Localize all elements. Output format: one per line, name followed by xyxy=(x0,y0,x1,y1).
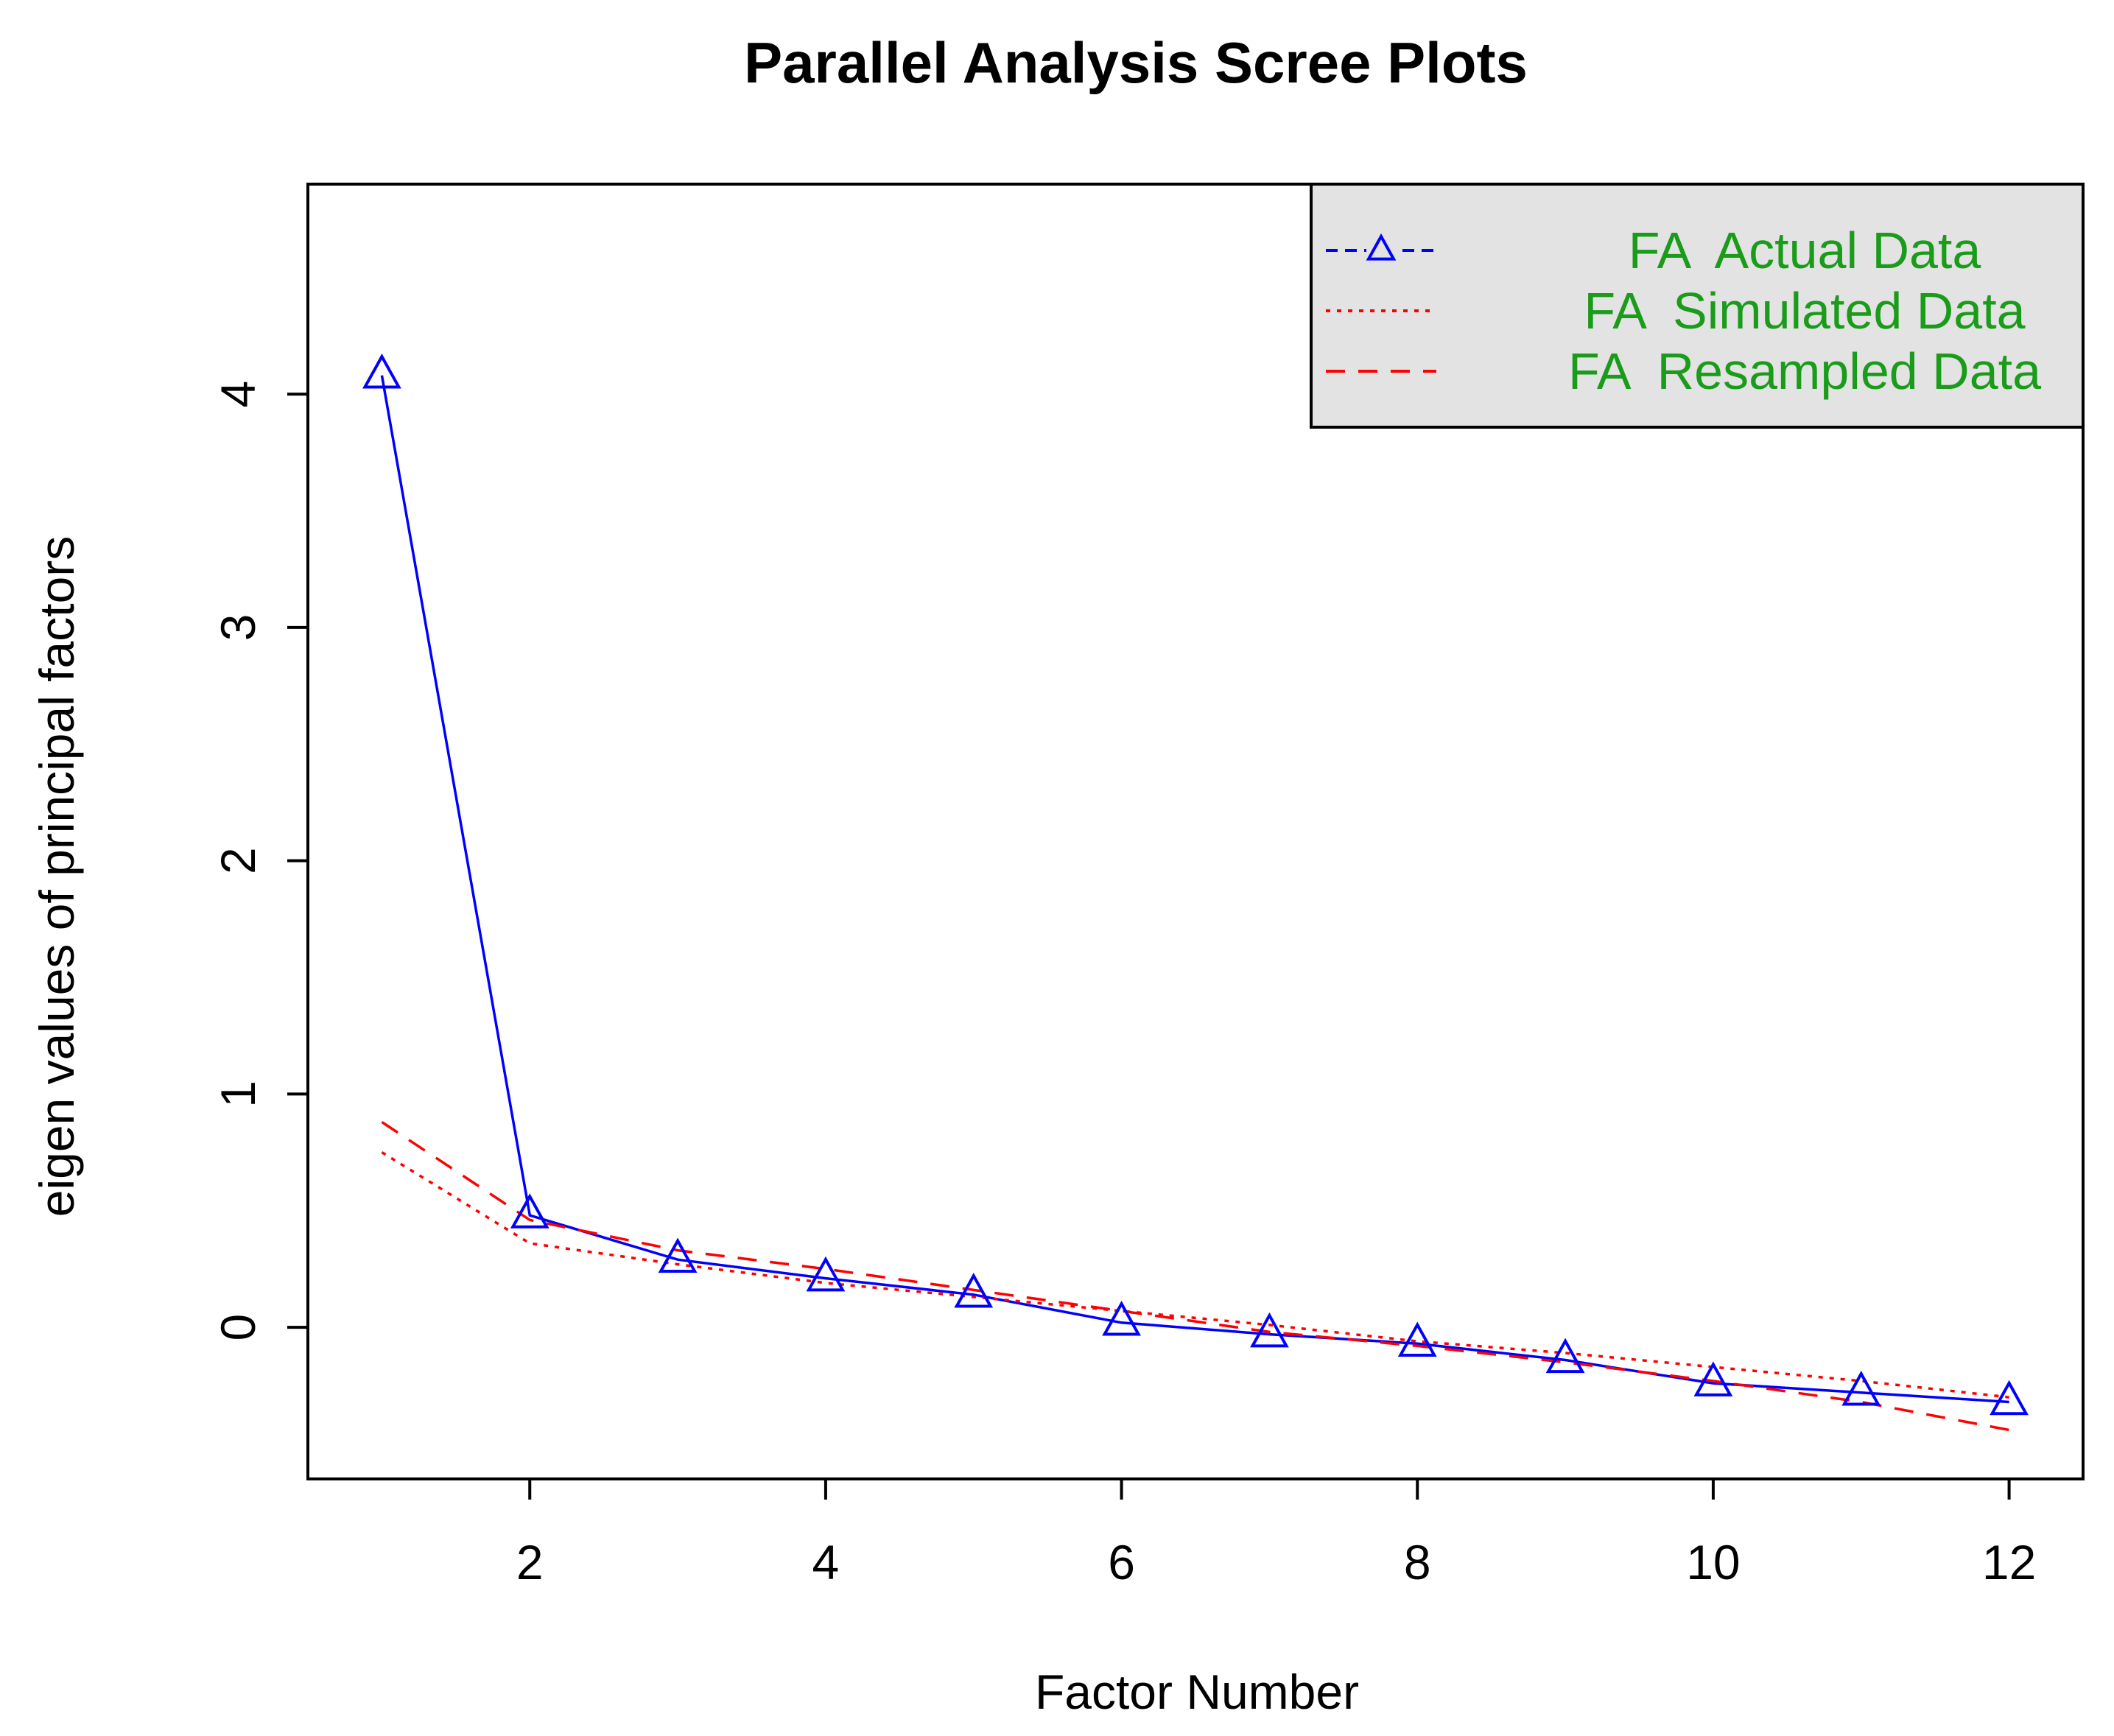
y-axis-title: eigen values of principal factors xyxy=(29,536,84,1217)
data-point-marker xyxy=(1693,1361,1733,1396)
data-point-marker xyxy=(658,1237,698,1273)
x-tick-label: 4 xyxy=(812,1535,840,1589)
x-tick-label: 6 xyxy=(1108,1535,1135,1589)
data-point-marker xyxy=(954,1272,994,1308)
x-tick-label: 12 xyxy=(1982,1535,2036,1589)
series-line-fa-simulated-data xyxy=(381,1151,2009,1399)
x-axis: 2 4 6 8 10 12 xyxy=(516,1477,2036,1589)
legend-label-fa-simulated-data: FA Simulated Data xyxy=(1584,282,2025,340)
y-axis: 0 1 2 3 4 xyxy=(211,381,309,1341)
y-tick-label: 0 xyxy=(211,1314,265,1341)
data-point-marker xyxy=(362,353,401,389)
data-point-marker xyxy=(510,1193,549,1229)
legend-label-fa-actual-data: FA Actual Data xyxy=(1629,222,1981,279)
y-tick-label: 1 xyxy=(211,1080,265,1108)
legend-triangle-marker xyxy=(1366,233,1397,261)
series-line-fa-actual-data xyxy=(380,375,2009,1404)
legend-box xyxy=(1310,183,2085,429)
plot-markers-group xyxy=(362,353,2029,1416)
plot-frame xyxy=(306,183,2085,1480)
data-point-marker xyxy=(1990,1380,2029,1416)
data-point-marker xyxy=(1102,1300,1141,1336)
y-tick-label: 4 xyxy=(211,381,265,408)
data-point-marker xyxy=(1250,1312,1289,1348)
y-tick-label: 2 xyxy=(211,847,265,874)
x-tick-label: 8 xyxy=(1404,1535,1431,1589)
series-line-fa-resampled-data xyxy=(381,1120,2009,1432)
legend-label-fa-resampled-data: FA Resampled Data xyxy=(1568,342,2041,400)
x-tick-label: 2 xyxy=(516,1535,544,1589)
data-point-marker xyxy=(806,1256,846,1292)
data-point-marker xyxy=(1841,1371,1881,1406)
chart-title: Parallel Analysis Scree Plots xyxy=(744,30,1528,95)
x-axis-title: Factor Number xyxy=(1035,1665,1359,1719)
x-tick-label: 10 xyxy=(1686,1535,1740,1589)
plot-series-group xyxy=(380,375,2009,1432)
data-point-marker xyxy=(1545,1338,1585,1374)
data-point-marker xyxy=(1397,1321,1437,1357)
y-tick-label: 3 xyxy=(211,614,265,641)
